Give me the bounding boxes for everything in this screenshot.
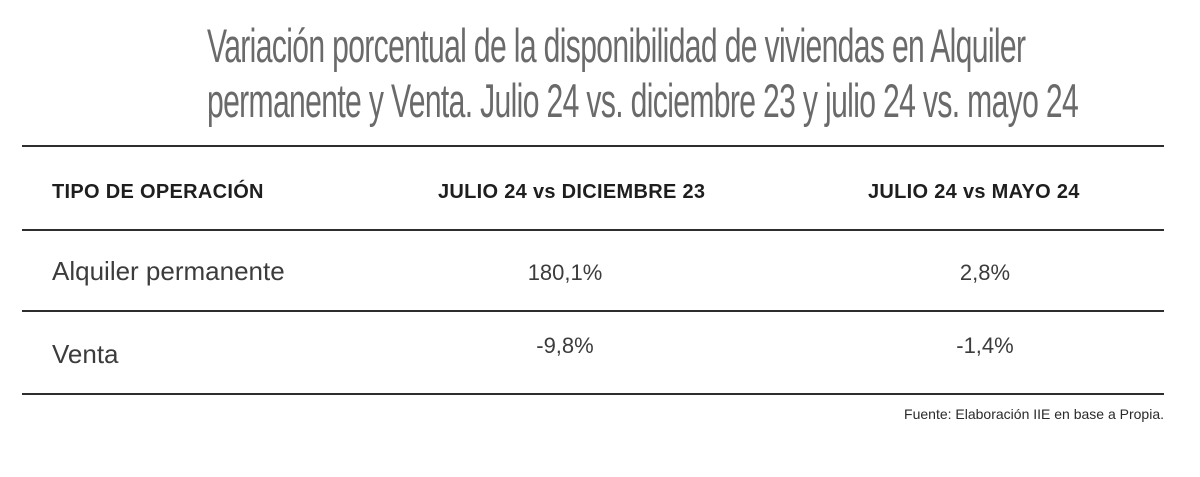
row-divider [22, 310, 1164, 312]
title-line-2: permanente y Venta. Julio 24 vs. diciemb… [207, 74, 1079, 127]
table-bottom-divider [22, 393, 1164, 395]
row-label-alquiler: Alquiler permanente [52, 256, 285, 286]
row-label-venta: Venta [52, 339, 119, 369]
column-header-jul-vs-may: JULIO 24 vs MAYO 24 [868, 181, 1080, 203]
column-header-jul-vs-dec: JULIO 24 vs DICIEMBRE 23 [438, 181, 706, 203]
header-divider [22, 229, 1164, 231]
cell-alquiler-jul-vs-dec: 180,1% [527, 260, 603, 285]
cell-alquiler-jul-vs-may: 2,8% [959, 260, 1011, 285]
column-header-operation-type: TIPO DE OPERACIÓN [52, 181, 264, 203]
title-line-1: Variación porcentual de la disponibilida… [207, 19, 1026, 72]
cell-venta-jul-vs-dec: -9,8% [536, 333, 594, 358]
page-title: Variación porcentual de la disponibilida… [207, 18, 1187, 128]
cell-venta-jul-vs-may: -1,4% [956, 333, 1014, 358]
table-top-divider [22, 145, 1164, 147]
source-note: Fuente: Elaboración IIE en base a Propia… [904, 406, 1164, 422]
